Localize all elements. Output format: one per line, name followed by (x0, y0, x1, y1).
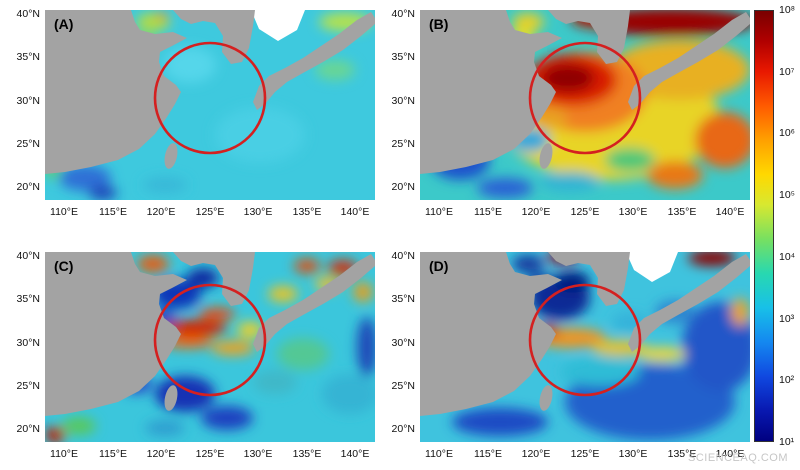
x-tick-label: 135°E (292, 206, 322, 218)
x-tick-label: 120°E (146, 448, 176, 460)
colorbar-tick-label: 10⁵ (779, 189, 796, 201)
colorbar-tick-label: 10⁶ (779, 127, 796, 139)
y-tick-label: 25°N (16, 380, 40, 392)
y-tick-label: 40°N (16, 250, 40, 262)
colorbar-tick-label: 10⁴ (779, 251, 796, 263)
panel-A: 40°N 35°N 30°N 25°N 20°N 110°E 115°E 120°E 125°… (17, 8, 375, 218)
x-tick-label: 120°E (521, 206, 551, 218)
panel-label-C: (C) (54, 258, 74, 274)
y-tick-label: 35°N (16, 51, 40, 63)
x-tick-label: 140°E (340, 206, 370, 218)
panel-C: 40°N 35°N 30°N 25°N 20°N 110°E 115°E 120°E 125°… (17, 250, 375, 460)
highlight-circle (528, 283, 642, 397)
x-tick-label: 115°E (474, 206, 502, 218)
y-tick-label: 30°N (391, 95, 415, 107)
x-tick-label: 130°E (618, 448, 648, 460)
heatmap-map-A (45, 10, 375, 200)
y-tick-label: 20°N (16, 423, 40, 435)
watermark: SCIENCEAQ.COM (688, 452, 789, 464)
colorbar-tick-label: 10² (779, 374, 795, 386)
x-tick-label: 130°E (243, 448, 273, 460)
highlight-circle (528, 41, 642, 155)
colorbar-tick-label: 10¹ (779, 436, 795, 448)
colorbar (754, 10, 774, 442)
y-tick-label: 25°N (16, 138, 40, 150)
x-tick-label: 135°E (292, 448, 322, 460)
x-tick-label: 110°E (50, 206, 78, 218)
x-tick-label: 135°E (667, 448, 697, 460)
x-tick-label: 115°E (99, 206, 127, 218)
x-tick-label: 115°E (474, 448, 502, 460)
x-tick-label: 110°E (425, 448, 453, 460)
x-tick-label: 115°E (99, 448, 127, 460)
y-tick-label: 30°N (16, 95, 40, 107)
colorbar-tick-label: 10⁷ (779, 66, 795, 78)
x-tick-label: 140°E (340, 448, 370, 460)
x-tick-label: 110°E (425, 206, 453, 218)
heatmap-map-D (420, 252, 750, 442)
y-tick-label: 40°N (16, 8, 40, 20)
y-tick-label: 35°N (391, 293, 415, 305)
y-tick-label: 30°N (391, 337, 415, 349)
heatmap-blobs (430, 10, 750, 198)
y-tick-label: 30°N (16, 337, 40, 349)
y-tick-label: 20°N (391, 423, 415, 435)
x-tick-label: 130°E (618, 206, 648, 218)
x-tick-label: 140°E (715, 206, 745, 218)
heatmap-map-B (420, 10, 750, 200)
highlight-circle (153, 283, 267, 397)
x-tick-label: 140°E (715, 448, 745, 460)
panel-label-D: (D) (429, 258, 449, 274)
y-tick-label: 35°N (16, 293, 40, 305)
no-data-region (626, 252, 678, 282)
x-tick-label: 125°E (570, 206, 600, 218)
x-tick-label: 135°E (667, 206, 697, 218)
colorbar-tick-label: 10⁸ (779, 4, 796, 16)
y-tick-label: 40°N (391, 8, 415, 20)
x-tick-label: 125°E (195, 448, 225, 460)
no-data-region (251, 10, 305, 41)
colorbar-tick-label: 10³ (779, 313, 795, 325)
y-tick-label: 40°N (391, 250, 415, 262)
x-tick-label: 125°E (570, 448, 600, 460)
highlight-circle (153, 41, 267, 155)
y-tick-label: 20°N (391, 181, 415, 193)
panel-D: 40°N 35°N 30°N 25°N 20°N 110°E 115°E 120°E 125°… (392, 250, 750, 460)
x-tick-label: 110°E (50, 448, 78, 460)
y-tick-label: 35°N (391, 51, 415, 63)
y-tick-label: 25°N (391, 380, 415, 392)
panel-label-B: (B) (429, 16, 449, 32)
panel-label-A: (A) (54, 16, 74, 32)
panel-B: 40°N 35°N 30°N 25°N 20°N 110°E 115°E 120°E 125°… (392, 8, 750, 218)
x-tick-label: 125°E (195, 206, 225, 218)
x-tick-label: 130°E (243, 206, 273, 218)
x-tick-label: 120°E (146, 206, 176, 218)
y-tick-label: 20°N (16, 181, 40, 193)
heatmap-map-C (45, 252, 375, 442)
x-tick-label: 120°E (521, 448, 551, 460)
y-tick-label: 25°N (391, 138, 415, 150)
